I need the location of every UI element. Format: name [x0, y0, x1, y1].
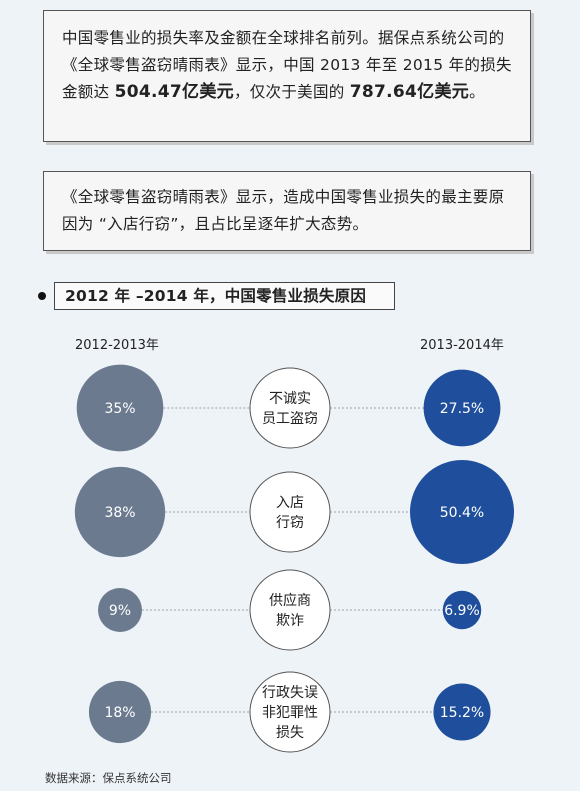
category-circle — [249, 471, 331, 553]
section-bullet — [38, 292, 46, 300]
bubble-2013-2014 — [442, 590, 482, 630]
category-label: 不诚实 — [269, 391, 311, 407]
bubble-label-2012-2013: 18% — [104, 705, 135, 721]
category-label: 损失 — [276, 725, 304, 741]
cause-text-box: 《全球零售盗窃晴雨表》显示，造成中国零售业损失的最主要原因为 “入店行窃”，且占… — [43, 171, 531, 251]
loss-amount-usa: 787.64亿美元 — [349, 82, 470, 102]
bubble-2013-2014 — [410, 460, 514, 564]
bubble-label-2013-2014: 6.9% — [444, 603, 480, 619]
intro-text-part: 中国零售业的损失率及金额在全球排名前列。据保点系统公司的《全球零售盗窃晴雨表》显… — [62, 29, 512, 101]
data-source: 数据来源：保点系统公司 — [45, 771, 172, 785]
bubble-2012-2013 — [98, 588, 142, 632]
category-label: 行政失误 — [262, 685, 318, 701]
loss-amount-china: 504.47亿美元 — [114, 82, 234, 102]
intro-text-part: ，仅次于美国的 — [233, 83, 350, 101]
category-label: 非犯罪性 — [262, 705, 318, 721]
category-circle — [249, 367, 331, 449]
category-label: 行窃 — [276, 515, 304, 531]
bubble-2012-2013 — [88, 680, 152, 744]
bubble-label-2013-2014: 50.4% — [440, 505, 484, 521]
bubble-2012-2013 — [74, 466, 166, 558]
intro-text-box: 中国零售业的损失率及金额在全球排名前列。据保点系统公司的《全球零售盗窃晴雨表》显… — [43, 10, 531, 142]
section-title: 2012 年 –2014 年，中国零售业损失原因 — [54, 282, 395, 310]
intro-text-part: 。 — [469, 83, 485, 101]
category-circle — [249, 671, 331, 753]
bubble-label-2013-2014: 15.2% — [440, 705, 484, 721]
bubble-2013-2014 — [423, 369, 501, 447]
column-heading-left: 2012-2013年 — [75, 338, 159, 353]
category-circle — [249, 569, 331, 651]
category-label: 欺诈 — [276, 613, 304, 629]
bubble-2013-2014 — [433, 683, 491, 741]
category-label: 入店 — [276, 495, 304, 511]
cause-text: 《全球零售盗窃晴雨表》显示，造成中国零售业损失的最主要原因为 “入店行窃”，且占… — [62, 188, 505, 233]
category-label: 供应商 — [269, 592, 311, 609]
column-heading-right: 2013-2014年 — [420, 338, 504, 353]
category-label: 员工盗窃 — [262, 411, 318, 427]
bubble-label-2012-2013: 38% — [104, 505, 135, 521]
bubble-label-2013-2014: 27.5% — [440, 401, 484, 417]
bubble-label-2012-2013: 35% — [104, 401, 135, 417]
bubble-2012-2013 — [76, 364, 164, 452]
bubble-label-2012-2013: 9% — [109, 603, 131, 619]
